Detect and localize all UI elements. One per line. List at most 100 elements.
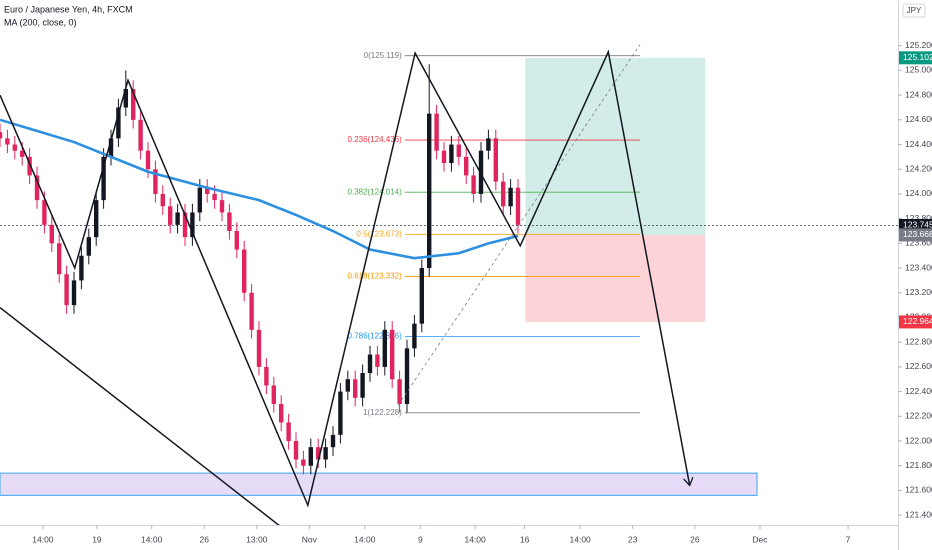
candle-body xyxy=(0,132,3,139)
candle-body xyxy=(227,212,232,231)
axes: 121.400 121.600 121.800 122.000 122.200 122.4… xyxy=(32,40,932,544)
candle-body xyxy=(345,379,351,392)
x-tick-label: 14:00 xyxy=(464,534,486,544)
y-tick-label: 124.600 xyxy=(905,114,932,124)
fib-label: 0.236(124.436) xyxy=(348,135,403,144)
plot-area: 0(125.119) 0.236(124.436) 0.382(124.014) 0.… xyxy=(0,44,898,525)
candle-body xyxy=(515,187,521,225)
currency: JPY xyxy=(907,6,922,15)
candle-body xyxy=(330,434,336,448)
y-tick-label: 123.600 xyxy=(905,238,932,248)
y-tick-label: 121.600 xyxy=(905,485,932,495)
y-tick-label: 122.600 xyxy=(905,361,932,371)
candle-body xyxy=(404,348,410,404)
price-label-box xyxy=(899,315,932,329)
x-tick-label: 14:00 xyxy=(32,534,54,544)
y-tick-label: 122.400 xyxy=(905,386,932,396)
candle-body xyxy=(323,447,328,460)
x-tick-label: 23 xyxy=(628,534,638,544)
price-label: 123.668 xyxy=(903,229,932,239)
candle-body xyxy=(264,366,269,386)
candle-body xyxy=(94,200,99,238)
candle-body xyxy=(360,373,365,398)
y-tick-label: 121.400 xyxy=(905,509,932,519)
candle-body xyxy=(57,243,62,275)
candle-body xyxy=(205,187,210,194)
candle-body xyxy=(501,181,506,207)
x-tick-label: 19 xyxy=(92,534,102,544)
candle-body xyxy=(256,329,262,367)
fib-label: 0.618(123.332) xyxy=(348,272,403,281)
x-tick-label: 7 xyxy=(846,534,851,544)
candle-body xyxy=(20,150,25,157)
indicator-legend[interactable]: MA (200, close, 0) xyxy=(4,17,77,27)
candle-body xyxy=(434,113,439,151)
candle-body xyxy=(271,385,277,404)
price-label: 123.745 xyxy=(903,220,932,230)
candle-body xyxy=(486,138,491,151)
candle-body xyxy=(138,119,143,151)
candle-body xyxy=(108,138,114,157)
candle-body xyxy=(86,237,92,256)
candle-body xyxy=(145,150,151,170)
price-label: 122.964 xyxy=(903,316,932,326)
candle-body xyxy=(131,88,136,120)
fib-label: 1(122.228) xyxy=(363,408,402,417)
candle-body xyxy=(249,292,254,330)
candle-body xyxy=(493,138,499,182)
candle-body xyxy=(34,175,40,201)
price-label-box xyxy=(899,51,932,65)
currency-box[interactable] xyxy=(902,3,926,18)
candle-body xyxy=(123,88,129,108)
x-tick-label: Nov xyxy=(302,534,318,544)
price-label-box xyxy=(899,228,932,242)
candle-body xyxy=(286,422,291,441)
x-tick-label: 14:00 xyxy=(354,534,376,544)
x-tick-label: 9 xyxy=(418,534,423,544)
x-tick-label: 16 xyxy=(520,534,530,544)
candle-body xyxy=(353,379,358,398)
fib-label: 0(125.119) xyxy=(364,51,402,60)
candle-body xyxy=(471,175,476,194)
y-tick-label: 122.800 xyxy=(905,336,932,346)
candle-body xyxy=(412,323,417,349)
candle-body xyxy=(175,212,180,225)
candle-body xyxy=(49,224,55,244)
x-tick-label: 13:00 xyxy=(246,534,268,544)
y-tick-label: 124.200 xyxy=(905,163,932,173)
y-tick-label: 125.200 xyxy=(905,40,932,50)
y-tick-label: 123.200 xyxy=(905,287,932,297)
support-zone xyxy=(0,472,758,496)
chart-title: Euro / Japanese Yen, 4h, FXCM xyxy=(4,4,133,14)
candle-body xyxy=(190,212,195,238)
y-tick-label: 124.800 xyxy=(905,89,932,99)
candle-body xyxy=(419,268,425,324)
candle-body xyxy=(301,459,306,466)
candle-body xyxy=(212,193,217,201)
candle-body xyxy=(42,200,47,225)
candle-body xyxy=(279,403,284,423)
candle-body xyxy=(441,150,447,164)
zigzag xyxy=(0,49,690,508)
y-tick-label: 125.000 xyxy=(905,65,932,75)
candle-body xyxy=(182,212,188,238)
candle-body xyxy=(153,169,158,194)
candle-body xyxy=(160,193,166,207)
candle-body xyxy=(367,354,373,374)
candle-body xyxy=(242,249,247,293)
y-tick-label: 124.400 xyxy=(905,139,932,149)
candle-body xyxy=(101,156,106,201)
projection-line xyxy=(397,44,641,406)
candle-body xyxy=(293,441,299,460)
fib-label: 0.786(122.846) xyxy=(348,332,403,341)
candle-body xyxy=(478,150,484,194)
candle-body xyxy=(427,113,432,269)
candle-body xyxy=(71,280,77,306)
candle-body xyxy=(390,329,395,380)
price-label: 125.102 xyxy=(903,52,932,62)
fib-label: 0.382(124.014) xyxy=(348,187,403,196)
candle-body xyxy=(382,329,388,367)
moving-average xyxy=(0,118,519,260)
